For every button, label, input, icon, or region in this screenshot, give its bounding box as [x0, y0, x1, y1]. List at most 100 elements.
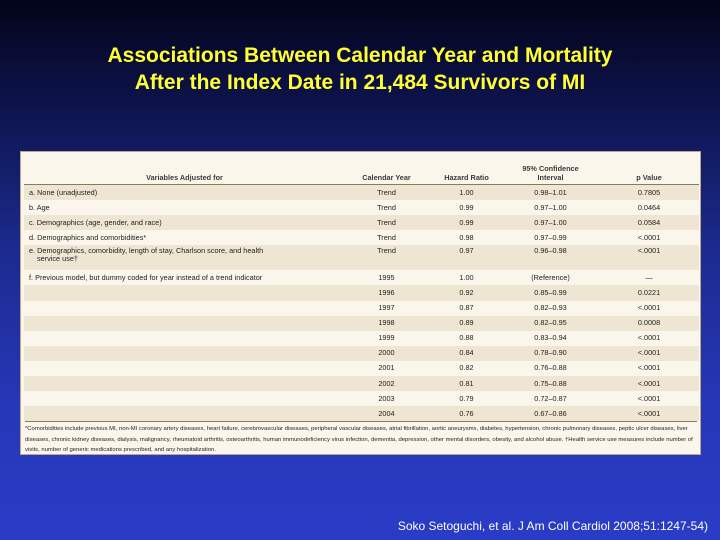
cell-p-value: <.0001 [599, 245, 699, 271]
table-row: 2003 0.79 0.72–0.87 <.0001 [24, 391, 699, 406]
slide-title: Associations Between Calendar Year and M… [0, 42, 720, 96]
table-row: 1996 0.92 0.85–0.99 0.0221 [24, 285, 699, 301]
table-row: 2002 0.81 0.75–0.88 <.0001 [24, 376, 699, 392]
table-footnote: *Comorbidities include previous MI, non-… [25, 421, 697, 456]
cell-ci: 0.75–0.88 [502, 376, 599, 392]
cell-year: 2000 [342, 345, 431, 361]
cell-ci: 0.82–0.95 [502, 315, 599, 331]
cell-variables [24, 301, 342, 316]
cell-ci: 0.97–0.99 [534, 232, 567, 242]
cell-hazard-ratio: 0.97 [431, 245, 502, 271]
cell-variables [24, 361, 342, 376]
cell-variables: b. Age [29, 202, 50, 212]
cell-p-value: 0.0464 [637, 202, 661, 212]
table-row: b. Age Trend 0.99 0.97–1.00 0.0464 [24, 200, 699, 215]
cell-year: 2004 [342, 406, 431, 422]
cell-ci: 0.85–0.99 [502, 285, 599, 301]
cell-p-value: <.0001 [637, 393, 661, 403]
cell-p-value: 0.0584 [599, 215, 699, 231]
table-row: 1997 0.87 0.82–0.93 <.0001 [24, 301, 699, 316]
cell-year: 2002 [342, 376, 431, 392]
cell-ci: 0.97–1.00 [502, 215, 599, 231]
header-ci-line-2: Interval [537, 173, 564, 182]
table-row: 1999 0.88 0.83–0.94 <.0001 [24, 331, 699, 346]
cell-ci: 0.76–0.88 [534, 363, 567, 373]
results-table: Variables Adjusted for Calendar Year Haz… [24, 152, 699, 422]
cell-variables-line-1: e. Demographics, comorbidity, length of … [29, 246, 264, 256]
cell-variables [24, 391, 342, 406]
header-variables: Variables Adjusted for [24, 152, 342, 185]
cell-ci: 0.82–0.93 [534, 303, 567, 313]
cell-p-value: <.0001 [637, 333, 661, 343]
cell-variables [24, 285, 342, 301]
cell-hazard-ratio: 0.88 [459, 333, 474, 343]
header-confidence-interval: 95% Confidence Interval [502, 152, 599, 185]
cell-ci: 0.72–0.87 [534, 393, 567, 403]
cell-variables: a. None (unadjusted) [24, 184, 342, 201]
cell-hazard-ratio: 1.00 [459, 272, 474, 282]
cell-ci: 0.83–0.94 [534, 333, 567, 343]
cell-hazard-ratio: 0.84 [431, 345, 502, 361]
cell-ci: 0.97–1.00 [534, 202, 567, 212]
cell-hazard-ratio: 0.98 [459, 232, 474, 242]
cell-hazard-ratio: 0.87 [459, 303, 474, 313]
table-row: d. Demographics and comorbidities* Trend… [24, 230, 699, 245]
cell-year: 1996 [342, 285, 431, 301]
cell-year: 1999 [378, 333, 395, 343]
cell-year: 2001 [378, 363, 395, 373]
cell-hazard-ratio: 0.81 [431, 376, 502, 392]
cell-hazard-ratio: 0.79 [459, 393, 474, 403]
cell-variables [24, 376, 342, 392]
cell-hazard-ratio: 0.92 [431, 285, 502, 301]
cell-p-value: — [645, 272, 653, 282]
table-row: 1998 0.89 0.82–0.95 0.0008 [24, 315, 699, 331]
cell-variables [24, 345, 342, 361]
cell-variables: d. Demographics and comorbidities* [29, 232, 147, 242]
table-header-row: Variables Adjusted for Calendar Year Haz… [24, 152, 699, 185]
table-row: a. None (unadjusted) Trend 1.00 0.98–1.0… [24, 184, 699, 201]
table-row: 2004 0.76 0.67–0.86 <.0001 [24, 406, 699, 422]
cell-ci: 0.96–0.98 [502, 245, 599, 271]
cell-ci: 0.78–0.90 [502, 345, 599, 361]
citation: Soko Setoguchi, et al. J Am Coll Cardiol… [397, 519, 708, 533]
cell-hazard-ratio: 0.76 [431, 406, 502, 422]
table-row: 2001 0.82 0.76–0.88 <.0001 [24, 361, 699, 376]
cell-variables [24, 331, 342, 346]
cell-p-value: <.0001 [599, 345, 699, 361]
cell-hazard-ratio: 0.99 [431, 215, 502, 231]
cell-ci: 0.98–1.01 [502, 184, 599, 201]
cell-year: Trend [377, 232, 396, 242]
header-p-value: p Value [599, 152, 699, 185]
cell-variables: e. Demographics, comorbidity, length of … [24, 245, 342, 271]
cell-variables [24, 315, 342, 331]
cell-p-value: <.0001 [637, 363, 661, 373]
table-row: 2000 0.84 0.78–0.90 <.0001 [24, 345, 699, 361]
cell-year: Trend [377, 202, 396, 212]
cell-variables: c. Demographics (age, gender, and race) [24, 215, 342, 231]
cell-variables: f. Previous model, but dummy coded for y… [29, 272, 263, 282]
table-row: c. Demographics (age, gender, and race) … [24, 215, 699, 231]
cell-p-value: 0.0221 [599, 285, 699, 301]
cell-year: Trend [342, 245, 431, 271]
table-row: e. Demographics, comorbidity, length of … [24, 245, 699, 271]
header-hazard-ratio: Hazard Ratio [431, 152, 502, 185]
cell-year: Trend [342, 215, 431, 231]
slide-title-line-1: Associations Between Calendar Year and M… [107, 44, 613, 67]
cell-hazard-ratio: 1.00 [431, 184, 502, 201]
cell-ci: (Reference) [531, 272, 570, 282]
cell-year: Trend [342, 184, 431, 201]
cell-hazard-ratio: 0.89 [431, 315, 502, 331]
table-row: f. Previous model, but dummy coded for y… [24, 270, 699, 285]
slide-title-line-2: After the Index Date in 21,484 Survivors… [134, 71, 586, 94]
cell-p-value: <.0001 [637, 303, 661, 313]
cell-year: 1998 [342, 315, 431, 331]
header-ci-line-1: 95% Confidence [522, 164, 579, 173]
cell-p-value: <.0001 [599, 376, 699, 392]
cell-variables-line-2: service use† [37, 254, 78, 264]
cell-hazard-ratio: 0.99 [459, 202, 474, 212]
cell-p-value: <.0001 [637, 232, 661, 242]
cell-hazard-ratio: 0.82 [459, 363, 474, 373]
cell-year: 2003 [378, 393, 395, 403]
cell-p-value: <.0001 [599, 406, 699, 422]
header-calendar-year: Calendar Year [342, 152, 431, 185]
